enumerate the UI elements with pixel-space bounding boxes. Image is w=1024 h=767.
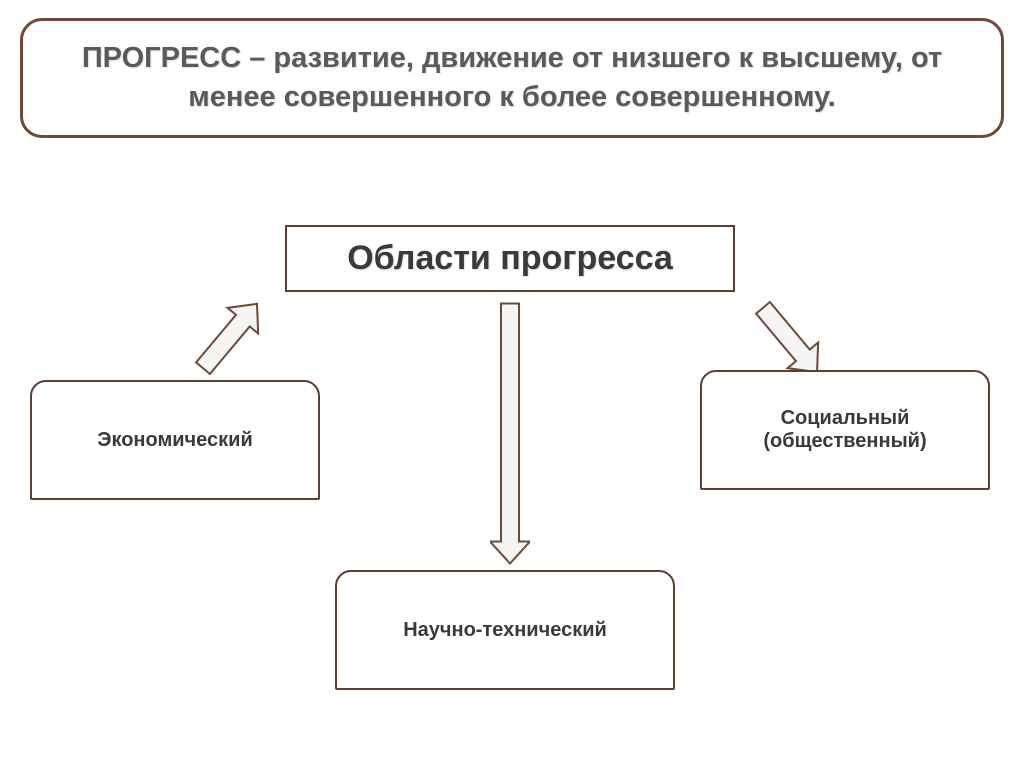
areas-title-box: Области прогресса (285, 225, 735, 292)
category-scientific-label: Научно-технический (403, 619, 607, 642)
category-scientific: Научно-технический (335, 570, 675, 690)
definition-text: ПРОГРЕСС – развитие, движение от низшего… (53, 39, 971, 117)
areas-title: Области прогресса (307, 239, 713, 278)
definition-box: ПРОГРЕСС – развитие, движение от низшего… (20, 18, 1004, 138)
category-economic: Экономический (30, 380, 320, 500)
arrow-left (170, 292, 290, 380)
social-line2: (общественный) (763, 430, 926, 452)
category-social: Социальный (общественный) (700, 370, 990, 490)
category-economic-label: Экономический (97, 429, 253, 452)
category-social-label: Социальный (общественный) (763, 407, 926, 453)
social-line1: Социальный (781, 407, 910, 429)
arrow-down (490, 296, 530, 571)
